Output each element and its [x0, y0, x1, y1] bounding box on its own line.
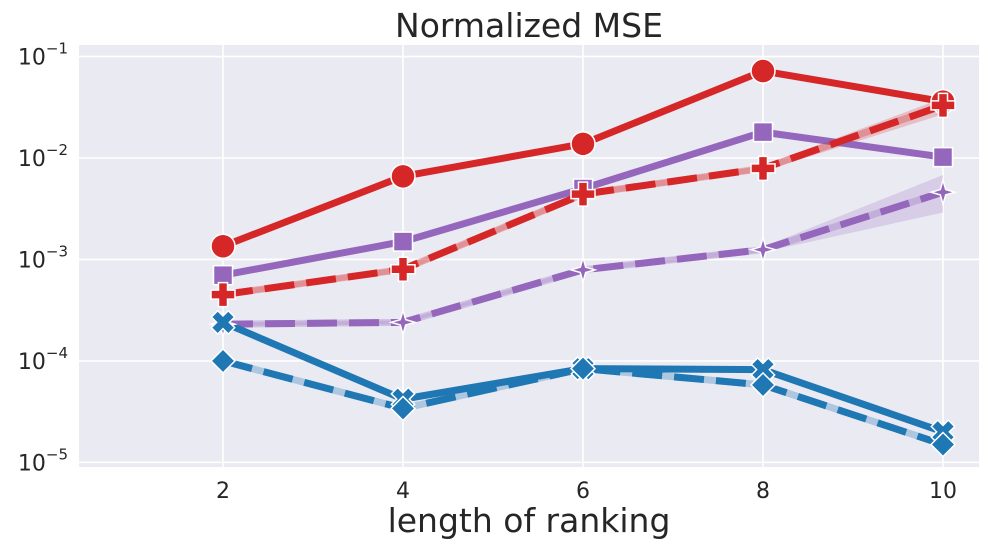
marker-series-5-point-1 — [210, 309, 236, 336]
marker-series-1-point-1 — [210, 233, 236, 259]
marker-series-6-point-2 — [389, 395, 417, 422]
marker-series-2-point-5 — [932, 146, 954, 168]
chart-title: Normalized MSE — [395, 6, 663, 45]
marker-series-3-point-1 — [210, 281, 236, 308]
marker-series-3-point-2 — [390, 256, 416, 283]
marker-series-4-point-5 — [928, 177, 958, 207]
x-tick-label: 4 — [396, 479, 410, 504]
marker-series-2-point-2 — [392, 231, 414, 252]
y-tick-labels: 10−1 10−2 10−3 10−4 10−5 — [18, 40, 68, 477]
marker-series-1-point-4 — [750, 58, 776, 84]
marker-series-3-point-4 — [750, 155, 776, 182]
series-line-dashed — [222, 188, 945, 328]
y-tick-label: 10−4 — [18, 344, 68, 375]
marker-series-1-point-2 — [390, 163, 416, 190]
marker-series-2-point-1 — [212, 264, 234, 286]
marker-series-3-point-3 — [570, 181, 596, 207]
marker-series-2-point-4 — [752, 121, 774, 143]
y-tick-label: 10−3 — [18, 242, 68, 273]
marker-series-4-point-4 — [748, 234, 778, 265]
y-tick-label: 10−5 — [18, 445, 68, 476]
x-tick-label: 2 — [216, 479, 230, 504]
grid-lines — [79, 45, 979, 467]
y-tick-label: 10−2 — [18, 141, 68, 172]
series-line-dashed — [222, 357, 945, 448]
marker-series-4-point-3 — [568, 255, 598, 285]
x-axis-label: length of ranking — [388, 501, 671, 540]
x-tick-label: 6 — [576, 479, 590, 504]
series-markers — [208, 58, 958, 458]
marker-series-1-point-3 — [570, 131, 596, 157]
marker-series-3-point-5 — [930, 92, 956, 119]
x-tick-label: 8 — [756, 479, 770, 504]
marker-series-6-point-5 — [929, 431, 957, 458]
marker-series-6-point-1 — [209, 347, 237, 374]
plot-background — [79, 45, 979, 467]
x-tick-labels: 2 4 6 8 10 — [216, 479, 957, 504]
y-tick-label: 10−1 — [18, 40, 68, 71]
marker-series-6-point-3 — [569, 355, 597, 382]
marker-series-6-point-4 — [749, 371, 777, 398]
x-tick-label: 10 — [929, 479, 957, 504]
marker-series-4-point-2 — [388, 307, 418, 338]
